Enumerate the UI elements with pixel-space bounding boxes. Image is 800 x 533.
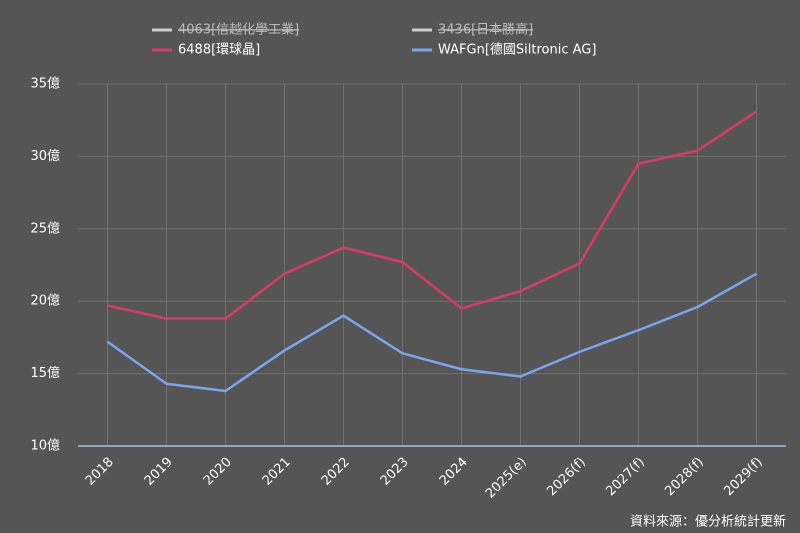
series-line <box>107 110 758 320</box>
y-tick-label: 30億 <box>30 148 60 164</box>
series-line <box>106 272 758 393</box>
legend-label: 6488[環球晶] <box>178 43 260 58</box>
y-tick-label: 20億 <box>30 293 60 309</box>
legend-label: 3436[日本勝高] <box>438 22 533 38</box>
y-tick-label: 25億 <box>30 220 60 236</box>
y-tick-label: 15億 <box>30 365 60 381</box>
y-tick-label: 35億 <box>30 76 60 92</box>
legend-label: WAFGn[德國Siltronic AG] <box>438 43 596 58</box>
y-tick-label: 10億 <box>30 438 60 454</box>
source-note: 資料來源：優分析統計更新 <box>630 514 786 530</box>
legend-label: 4063[信越化學工業] <box>178 22 299 38</box>
